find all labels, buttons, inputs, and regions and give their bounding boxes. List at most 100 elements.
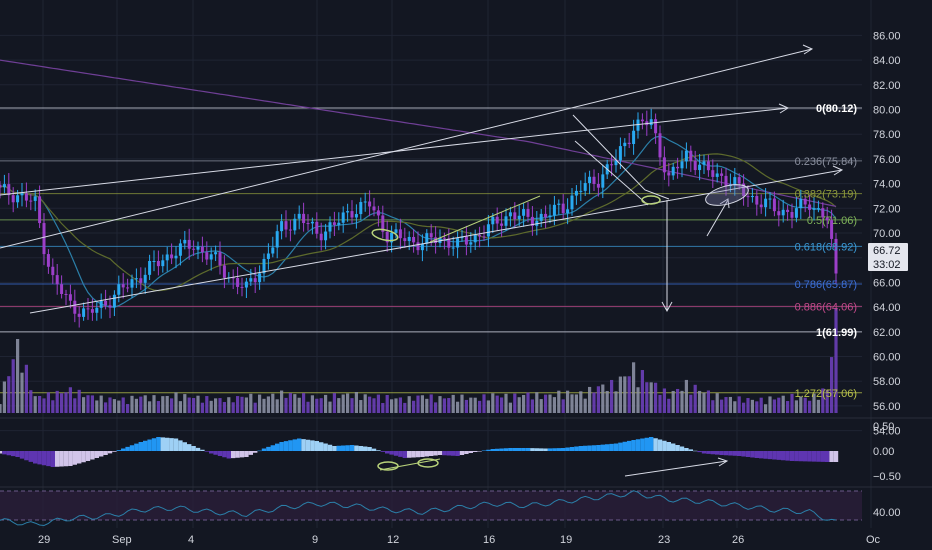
- candle-body: [222, 265, 226, 278]
- volume-bar: [513, 393, 517, 413]
- price-tick-label: 62.00: [873, 327, 901, 339]
- candle-body: [808, 204, 812, 210]
- volume-bar: [266, 396, 270, 413]
- macd-bar: [816, 451, 821, 462]
- volume-bar: [95, 400, 99, 413]
- fib-label: 0.618(68.92): [795, 241, 857, 253]
- candle-body: [139, 278, 143, 283]
- time-tick-label: 29: [38, 534, 50, 546]
- volume-bar: [473, 397, 477, 413]
- volume-bar: [764, 404, 768, 413]
- volume-bar: [196, 395, 200, 413]
- drop-arrow-head: [661, 301, 673, 313]
- macd-bar: [750, 451, 755, 458]
- candle-body: [632, 130, 636, 144]
- volume-bar: [209, 400, 213, 413]
- macd-bar: [195, 447, 201, 451]
- macd-bar: [495, 448, 500, 451]
- volume-bar: [636, 387, 640, 413]
- candle-body: [570, 195, 574, 210]
- price-tick-label: 58.00: [873, 376, 901, 388]
- macd-bar: [244, 451, 249, 457]
- candle-body: [60, 284, 64, 294]
- volume-bar: [438, 396, 442, 413]
- volume-bar: [218, 398, 222, 413]
- macd-bar: [147, 439, 152, 451]
- macd-bar: [525, 448, 531, 451]
- volume-bar: [715, 393, 719, 413]
- candle-body: [803, 198, 807, 205]
- volume-bar: [73, 398, 77, 413]
- macd-bar: [99, 451, 104, 457]
- ma-mid-line: [0, 153, 837, 292]
- macd-bar: [226, 451, 231, 459]
- volume-bar: [350, 398, 354, 413]
- volume-bar: [821, 388, 825, 413]
- candle-body: [148, 261, 152, 275]
- macd-bar: [684, 448, 689, 451]
- volume-bar: [724, 397, 728, 413]
- volume-bar: [165, 395, 169, 413]
- macd-bar: [499, 448, 504, 451]
- macd-bar: [209, 451, 214, 454]
- macd-bar: [517, 448, 522, 451]
- volume-bar: [486, 400, 490, 413]
- candle-body: [209, 254, 213, 260]
- candle-body: [302, 213, 306, 224]
- volume-bar: [750, 399, 754, 413]
- volume-bar: [667, 398, 671, 413]
- trend-drawings[interactable]: [0, 44, 844, 477]
- macd-bar: [561, 448, 566, 451]
- candle-body: [266, 253, 270, 259]
- macd-bar: [640, 438, 645, 451]
- volume-bar: [2, 381, 6, 413]
- macd-bar: [310, 440, 315, 451]
- macd-bar: [723, 451, 729, 456]
- volume-bar: [249, 393, 253, 413]
- macd-bar: [134, 443, 139, 451]
- volume-bar: [640, 370, 644, 413]
- candle-body: [134, 278, 138, 280]
- volume-bar: [29, 390, 33, 413]
- candle-body: [372, 206, 376, 211]
- volume-bar: [346, 393, 350, 413]
- macd-bar: [169, 438, 174, 451]
- candle-body: [7, 184, 11, 196]
- volume-bar: [596, 386, 600, 413]
- fib-retracement[interactable]: [0, 107, 862, 394]
- volume-bar: [684, 379, 688, 413]
- price-candles[interactable]: [0, 108, 838, 328]
- volume-bar: [363, 394, 367, 413]
- volume-bar: [310, 395, 314, 413]
- candle-body: [420, 243, 424, 251]
- macd-bar: [0, 451, 3, 454]
- volume-bar: [341, 394, 345, 413]
- candle-body: [601, 174, 605, 188]
- macd-bar: [178, 440, 183, 451]
- macd-bar: [820, 451, 825, 462]
- candle-body: [649, 119, 653, 126]
- macd-bar: [829, 451, 834, 462]
- macd-bar: [605, 444, 610, 451]
- volume-bar: [381, 403, 385, 413]
- macd-bar: [389, 451, 394, 455]
- volume-bar: [816, 399, 820, 413]
- volume-bar: [112, 399, 116, 413]
- volume-bar: [315, 398, 319, 413]
- candle-body: [99, 300, 103, 308]
- volume-bar: [156, 401, 160, 413]
- volume-bar: [676, 388, 680, 413]
- candle-body: [733, 177, 737, 185]
- candle-body: [768, 198, 772, 200]
- macd-bar: [613, 443, 619, 451]
- candle-body: [764, 198, 768, 208]
- macd-bar: [28, 451, 33, 462]
- candle-body: [667, 172, 671, 176]
- candle-body: [376, 210, 380, 216]
- macd-bar: [345, 445, 350, 451]
- candle-body: [429, 233, 433, 238]
- macd-bar: [833, 451, 839, 462]
- macd-bar: [556, 448, 561, 451]
- candle-body: [790, 212, 794, 218]
